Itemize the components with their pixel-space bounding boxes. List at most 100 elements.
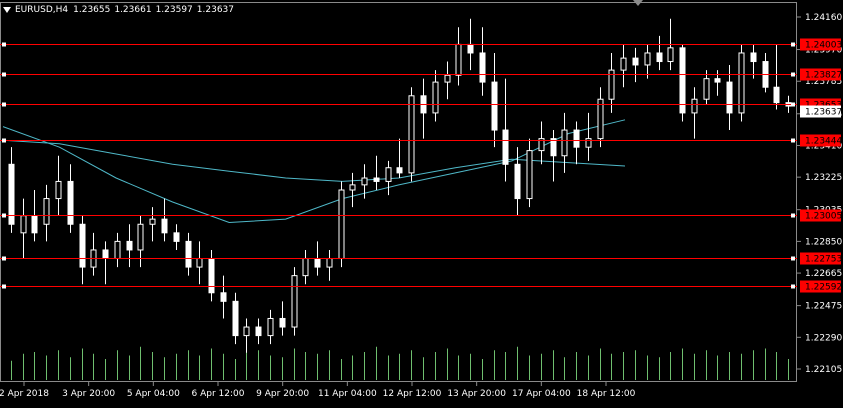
candle-body-up	[267, 317, 274, 337]
time-tick-label: 6 Apr 12:00	[192, 389, 245, 399]
level-handle-left[interactable]	[2, 284, 6, 289]
candle	[220, 275, 227, 319]
candle-body-down	[714, 78, 721, 83]
dropdown-triangle-icon[interactable]	[3, 7, 11, 13]
time-tick-label: 11 Apr 04:00	[318, 389, 377, 399]
candle	[420, 78, 427, 139]
level-handle-right[interactable]	[791, 102, 795, 107]
candle-body-up	[738, 52, 745, 114]
level-badge	[800, 280, 841, 293]
level-handle-right[interactable]	[791, 256, 795, 261]
candle	[255, 318, 262, 345]
level-badge-label: 1.23444	[805, 137, 842, 147]
candle	[396, 138, 403, 179]
candle-body-up	[20, 215, 27, 234]
open-price: 1.23655	[73, 5, 111, 15]
level-badge-label: 1.22753	[805, 255, 842, 265]
candle-body-up	[644, 52, 651, 66]
shift-marker-icon[interactable]	[633, 0, 643, 6]
candle	[79, 215, 86, 285]
candle-body-up	[444, 74, 451, 83]
level-line[interactable]	[0, 284, 797, 289]
level-badge-label: 1.23005	[805, 212, 842, 222]
time-tick-label: 13 Apr 20:00	[447, 389, 506, 399]
level-handle-left[interactable]	[2, 72, 6, 77]
level-badge-label: 1.23827	[805, 71, 842, 81]
candle-body-down	[79, 223, 86, 268]
candle	[432, 70, 439, 122]
candle	[726, 64, 733, 131]
candle	[679, 44, 686, 122]
candle-body-up	[620, 57, 627, 71]
candle	[561, 112, 568, 173]
candle-body-up	[302, 258, 309, 277]
level-handle-left[interactable]	[2, 42, 6, 47]
candle	[502, 78, 509, 182]
level-handle-right[interactable]	[791, 72, 795, 77]
candle-body-down	[467, 43, 474, 54]
candle-body-up	[455, 43, 462, 76]
candle	[196, 241, 203, 285]
candle	[55, 155, 62, 216]
candle	[620, 44, 627, 88]
horizontal-levels[interactable]	[0, 42, 797, 289]
candle	[608, 52, 615, 113]
level-line[interactable]	[0, 72, 797, 77]
candle	[373, 155, 380, 191]
candle	[585, 112, 592, 161]
candle	[773, 44, 780, 110]
level-handle-left[interactable]	[2, 138, 6, 143]
candle	[149, 207, 156, 242]
candle	[338, 181, 345, 268]
level-line[interactable]	[0, 138, 797, 143]
candle-body-down	[255, 326, 262, 337]
close-price: 1.23637	[196, 5, 234, 15]
ma-fast-line	[2, 119, 626, 224]
price-tick-label: 1.23225	[805, 173, 842, 183]
candle-body-down	[220, 292, 227, 302]
candle	[208, 249, 215, 302]
candle	[173, 224, 180, 250]
candle-body-up	[597, 98, 604, 140]
price-tick-label: 1.24160	[805, 13, 842, 23]
candle	[20, 198, 27, 259]
low-price: 1.23597	[155, 5, 193, 15]
candle-body-up	[608, 69, 615, 100]
candle-body-down	[8, 163, 15, 225]
candle-body-up	[561, 129, 568, 157]
level-handle-right[interactable]	[791, 213, 795, 218]
level-line[interactable]	[0, 256, 797, 261]
candle-body-down	[161, 218, 168, 234]
candle-body-down	[550, 138, 557, 157]
candle-body-up	[137, 223, 144, 251]
candle	[126, 224, 133, 268]
level-handle-left[interactable]	[2, 213, 6, 218]
candle	[597, 87, 604, 148]
candle	[8, 147, 15, 233]
level-handle-right[interactable]	[791, 284, 795, 289]
level-handle-right[interactable]	[791, 42, 795, 47]
level-line[interactable]	[0, 42, 797, 47]
level-handle-left[interactable]	[2, 102, 6, 107]
candle-body-up	[408, 95, 415, 174]
level-handle-right[interactable]	[791, 138, 795, 143]
level-handle-left[interactable]	[2, 256, 6, 261]
high-price: 1.23661	[114, 5, 152, 15]
time-tick-label: 12 Apr 12:00	[383, 389, 442, 399]
candlesticks	[8, 18, 792, 353]
candle-body-down	[726, 81, 733, 114]
candle	[67, 164, 74, 233]
candle	[161, 198, 168, 242]
candle-body-down	[750, 52, 757, 63]
time-tick-label: 9 Apr 20:00	[256, 389, 309, 399]
symbol-header: EURUSD,H4 1.23655 1.23661 1.23597 1.2363…	[3, 3, 238, 17]
level-line[interactable]	[0, 213, 797, 218]
candle-body-up	[114, 240, 121, 260]
candle	[526, 138, 533, 208]
candle-body-up	[432, 81, 439, 114]
level-line[interactable]	[0, 102, 797, 107]
candle-body-down	[185, 240, 192, 268]
candle-body-down	[232, 300, 239, 337]
